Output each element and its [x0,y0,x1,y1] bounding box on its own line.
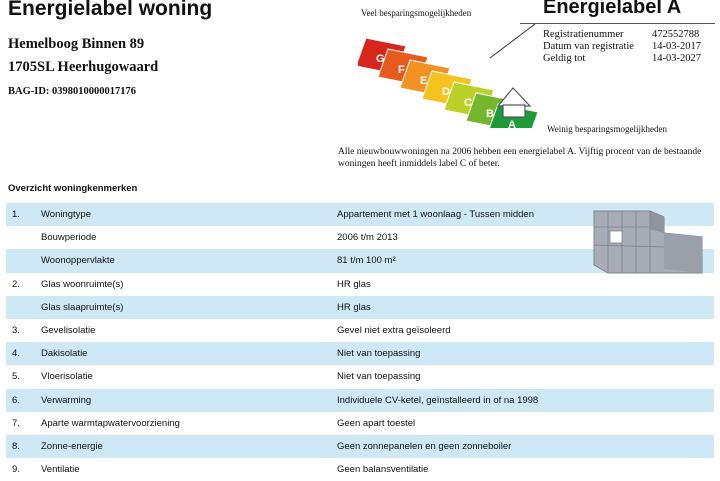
label-explanation: Alle nieuwbouwwoningen na 2006 hebben ee… [338,147,702,169]
table-row: 8. Zonne-energie Geen zonnepanelen en geen… [6,434,714,459]
energy-label-scale-icon: G F E D C B A [358,37,539,128]
row-value: Geen apart toestel [337,417,416,429]
row-label: Dakisolatie [41,348,88,360]
row-label: Zonne-energie [41,440,103,452]
row-label: Bouwperiode [41,232,97,244]
label-leader-line [489,23,536,59]
row-value: HR glas [337,301,371,313]
row-label: Gevelisolatie [41,324,96,336]
table-row: 2. Glas woonruimte(s) HR glas [6,273,714,296]
row-number: 1. [12,209,20,220]
least-savings-caption: Weinig besparingsmogelijkheden [547,124,667,134]
row-value: 81 t/m 100 m² [337,255,396,267]
table-row: 6. Verwarming Individuele CV-ketel, geïnst… [6,388,714,412]
row-label: Glas slaapruimte(s) [41,301,124,313]
house-marker-icon [496,87,532,118]
address-line-2: 1705SL Heerhugowaard [8,59,159,75]
label-step-letter: B [486,108,494,120]
table-row: 3. Gevelisolatie Gevel niet extra geïsolee… [6,319,714,342]
table-row: 1. Woningtype Appartement met 1 woonlaag -… [6,203,714,227]
row-value: HR glas [337,278,371,290]
row-value: Geen zonnepanelen en geen zonneboiler [337,440,512,452]
registration-number-row: Registratienummer 472552788 [543,29,703,42]
registration-date-row: Datum van registratie 14-03-2017 [543,41,703,54]
meta-value: 472552788 [652,29,700,40]
row-number: 5. [12,371,20,383]
table-row: 7. Aparte warmtapwatervoorziening Geen apa… [6,412,714,435]
label-step-letter: G [376,53,385,65]
table-row: 4. Dakisolatie Niet van toepassing [6,342,714,366]
table-row: 9. Ventilatie Geen balansventilatie [6,458,714,481]
row-value: 2006 t/m 2013 [337,232,398,244]
label-step-letter: F [398,64,405,76]
meta-value: 14-03-2027 [652,53,701,64]
characteristics-table: 1. Woningtype Appartement met 1 woonlaag -… [6,203,714,481]
row-value: Individuele CV-ketel, geïnstalleerd in o… [337,394,539,406]
label-step-letter: E [420,75,427,87]
row-number: 8. [12,440,20,452]
meta-value: 14-03-2017 [652,41,701,52]
energy-label-title: Energielabel A [543,0,682,18]
row-number: 7. [12,417,20,429]
table-row: Woonoppervlakte 81 t/m 100 m² [6,249,714,273]
row-label: Glas woonruimte(s) [41,278,124,290]
row-number: 9. [12,464,20,476]
apartment-building-icon [593,210,703,274]
row-number: 2. [12,278,20,290]
section-title: Overzicht woningkenmerken [8,183,138,194]
row-label: Woningtype [41,209,91,220]
table-row: Glas slaapruimte(s) HR glas [6,295,714,319]
row-value: Appartement met 1 woonlaag - Tussen midd… [337,209,534,220]
row-value: Gevel niet extra geïsoleerd [337,324,451,336]
valid-until-row: Geldig tot 14-03-2027 [543,53,703,66]
label-step-letter: C [464,97,472,109]
row-number: 3. [12,324,20,336]
table-row: 5. Vloerisolatie Niet van toepassing [6,365,714,388]
bag-id: BAG-ID: 0398010000017176 [8,86,137,97]
row-label: Aparte warmtapwatervoorziening [41,417,180,429]
meta-key: Registratienummer [543,29,624,40]
label-step-letter: A [508,119,516,128]
meta-key: Geldig tot [543,53,586,64]
meta-key: Datum van registratie [543,41,634,52]
row-value: Geen balansventilatie [337,464,429,476]
row-value: Niet van toepassing [337,371,421,383]
energy-label-divider [520,23,715,24]
row-label: Ventilatie [41,464,80,476]
address-line-1: Hemelboog Binnen 89 [8,36,145,52]
label-scale-steps: G F E D C B A [358,37,539,128]
table-row: Bouwperiode 2006 t/m 2013 [6,226,714,249]
row-number: 4. [12,348,20,360]
label-step-letter: D [442,86,450,98]
row-number: 6. [12,394,20,406]
row-value: Niet van toepassing [337,348,421,360]
page-title: Energielabel woning [8,0,213,20]
row-label: Woonoppervlakte [41,255,115,267]
most-savings-caption: Veel besparingsmogelijkheden [361,8,472,18]
row-label: Verwarming [41,394,92,406]
row-label: Vloerisolatie [41,371,93,383]
